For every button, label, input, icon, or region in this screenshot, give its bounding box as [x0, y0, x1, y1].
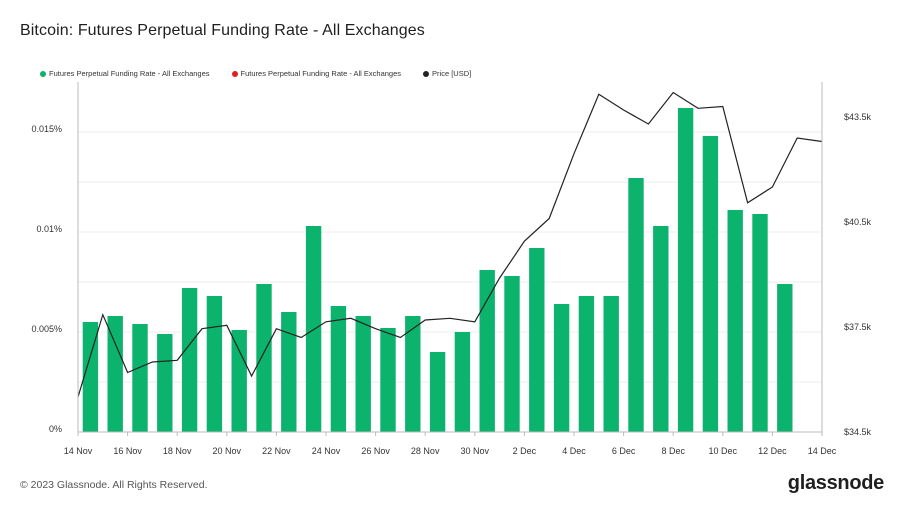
funding-rate-bar [405, 316, 421, 432]
x-tick-label: 12 Dec [758, 446, 787, 456]
funding-rate-bar [677, 108, 694, 432]
legend-label: Price [USD] [432, 69, 472, 78]
x-tick-label: 26 Nov [361, 446, 390, 456]
legend-dot-green [40, 70, 46, 77]
y-left-tick-label: 0.015% [31, 124, 62, 134]
funding-rate-bar [653, 226, 669, 432]
legend-label: Futures Perpetual Funding Rate - All Exc… [240, 69, 402, 78]
funding-rate-bar [380, 328, 396, 432]
x-tick-label: 8 Dec [661, 446, 685, 456]
axes: 0% 0.005% 0.01% 0.015% $34.5k $37.5k $40.5k $43… [31, 82, 872, 456]
glassnode-logo[interactable]: glassnode [787, 472, 885, 494]
y-left-tick-label: 0.005% [31, 324, 62, 334]
legend-item-price[interactable]: Price [USD] [423, 69, 471, 78]
funding-rate-bar [256, 284, 272, 432]
funding-rate-bar [82, 322, 99, 432]
funding-rate-bar [702, 136, 719, 432]
y-right-tick-label: $34.5k [844, 427, 872, 437]
y-left-tick-label: 0.01% [36, 224, 62, 234]
x-tick-label: 22 Nov [262, 446, 291, 456]
legend-item-funding-rate[interactable]: Futures Perpetual Funding Rate - All Exc… [40, 69, 210, 78]
funding-rate-bar [603, 296, 619, 432]
funding-rate-bar [504, 276, 520, 432]
funding-rate-bar [330, 306, 347, 432]
legend-dot-black [423, 70, 430, 77]
x-tick-label: 24 Nov [312, 446, 341, 456]
funding-rate-bar [107, 316, 123, 432]
x-tick-label: 16 Nov [113, 446, 142, 456]
x-tick-label: 30 Nov [461, 446, 490, 456]
funding-rate-bar [281, 312, 297, 432]
funding-rate-bar [454, 332, 471, 432]
x-tick-label: 28 Nov [411, 446, 440, 456]
chart-title: Bitcoin: Futures Perpetual Funding Rate … [20, 22, 425, 39]
legend: Futures Perpetual Funding Rate - All Exc… [40, 69, 471, 78]
funding-rate-bar [553, 304, 570, 432]
legend-dot-red [231, 70, 238, 77]
price-line [77, 91, 823, 398]
legend-label: Futures Perpetual Funding Rate - All Exc… [49, 69, 210, 78]
funding-rate-bar [628, 178, 644, 432]
funding-rate-bar [479, 270, 495, 432]
y-left-tick-label: 0% [49, 424, 62, 434]
funding-rate-bar [355, 316, 371, 432]
x-tick-label: 4 Dec [562, 446, 586, 456]
funding-rate-bar [578, 296, 595, 432]
x-tick-label: 10 Dec [709, 446, 738, 456]
x-tick-label: 14 Nov [64, 446, 93, 456]
copyright: © 2023 Glassnode. All Rights Reserved. [20, 479, 208, 491]
funding-rate-bar [206, 296, 223, 432]
funding-rate-bars [82, 108, 793, 432]
funding-rate-bar [529, 248, 545, 432]
x-tick-label: 2 Dec [513, 446, 537, 456]
x-tick-label: 18 Nov [163, 446, 192, 456]
x-tick-label: 6 Dec [612, 446, 636, 456]
y-right-tick-label: $40.5k [844, 217, 872, 227]
funding-rate-bar [727, 210, 743, 432]
y-right-tick-label: $43.5k [844, 112, 872, 122]
funding-rate-bar [157, 334, 173, 432]
funding-rate-bar [752, 214, 768, 432]
funding-rate-bar [231, 330, 247, 432]
legend-item-funding-rate-red[interactable]: Futures Perpetual Funding Rate - All Exc… [231, 69, 402, 78]
funding-rate-bar [181, 288, 198, 432]
gridlines [78, 131, 822, 383]
funding-rate-bar [777, 284, 793, 432]
y-right-tick-label: $37.5k [844, 322, 872, 332]
x-tick-label: 20 Nov [213, 446, 242, 456]
x-tick-label: 14 Dec [808, 446, 837, 456]
funding-rate-bar [132, 324, 148, 432]
funding-rate-bar [429, 352, 446, 432]
